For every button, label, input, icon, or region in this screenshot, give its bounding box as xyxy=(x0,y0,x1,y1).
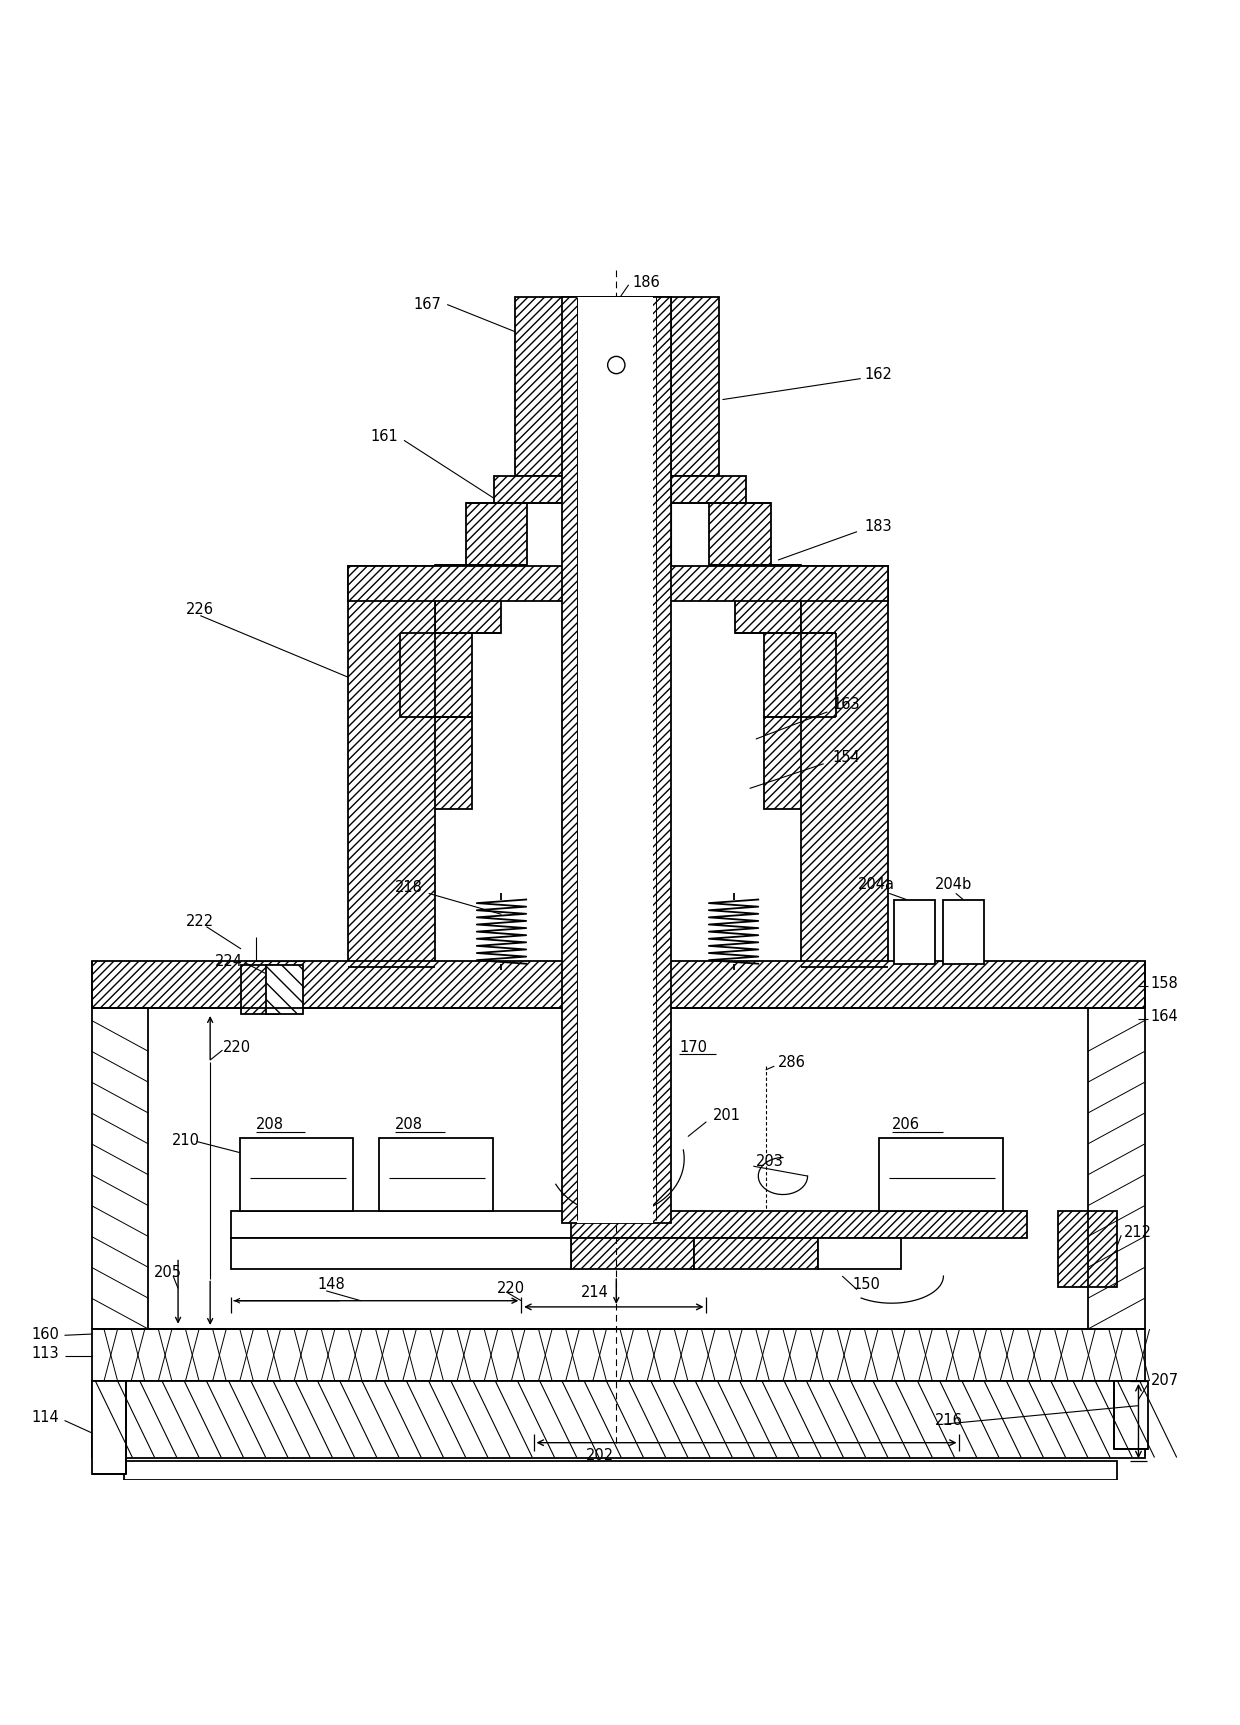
Bar xyxy=(1114,1382,1148,1449)
Text: 201: 201 xyxy=(713,1107,740,1123)
Bar xyxy=(401,633,472,718)
Text: 164: 164 xyxy=(1151,1009,1178,1025)
Bar xyxy=(239,1138,353,1211)
Bar xyxy=(817,1239,901,1268)
Bar xyxy=(466,504,527,566)
Bar xyxy=(764,718,813,809)
Bar xyxy=(423,718,472,809)
Bar xyxy=(944,899,985,964)
Text: 186: 186 xyxy=(632,274,660,290)
Bar xyxy=(92,961,1145,1007)
Text: 207: 207 xyxy=(1151,1373,1179,1389)
Bar xyxy=(764,633,836,718)
Text: 220: 220 xyxy=(222,1040,250,1056)
Text: 154: 154 xyxy=(832,750,861,766)
Text: 226: 226 xyxy=(186,602,213,618)
Text: 210: 210 xyxy=(172,1133,200,1147)
Bar xyxy=(562,476,671,504)
Bar xyxy=(735,566,801,633)
Bar xyxy=(879,1138,1003,1211)
Bar xyxy=(515,297,719,476)
Text: 205: 205 xyxy=(154,1264,181,1280)
Text: 161: 161 xyxy=(370,430,398,443)
Bar xyxy=(92,1382,126,1473)
Text: 148: 148 xyxy=(317,1276,345,1292)
Bar xyxy=(694,1239,817,1268)
Text: 204b: 204b xyxy=(935,878,972,892)
Text: 158: 158 xyxy=(1151,976,1178,990)
Text: 286: 286 xyxy=(777,1056,806,1070)
Text: 204a: 204a xyxy=(858,878,895,892)
Bar xyxy=(92,1382,1145,1458)
Text: 202: 202 xyxy=(585,1447,614,1463)
Bar xyxy=(494,476,746,504)
Text: 113: 113 xyxy=(32,1346,60,1361)
Bar xyxy=(562,297,671,1223)
Text: 206: 206 xyxy=(892,1116,920,1132)
Text: 150: 150 xyxy=(852,1276,880,1292)
Text: 170: 170 xyxy=(680,1040,707,1056)
Bar xyxy=(92,1382,1145,1454)
Text: 160: 160 xyxy=(32,1327,60,1342)
Text: 114: 114 xyxy=(32,1411,60,1425)
Bar xyxy=(801,566,888,968)
Bar xyxy=(570,1239,694,1268)
Bar xyxy=(265,964,303,1014)
Text: 183: 183 xyxy=(864,519,892,535)
Text: 167: 167 xyxy=(413,297,441,312)
Bar xyxy=(435,566,501,633)
Text: 222: 222 xyxy=(186,914,213,930)
Text: 220: 220 xyxy=(496,1282,525,1295)
Bar xyxy=(348,566,435,968)
Text: 162: 162 xyxy=(864,367,893,383)
Bar xyxy=(709,504,770,566)
Bar xyxy=(570,1211,1028,1239)
Bar xyxy=(894,899,935,964)
Bar xyxy=(231,1211,651,1239)
Text: 163: 163 xyxy=(832,697,861,712)
Bar xyxy=(379,1138,492,1211)
Bar xyxy=(1058,1211,1117,1287)
Text: 212: 212 xyxy=(1123,1225,1152,1240)
Bar xyxy=(577,297,653,1223)
Text: 208: 208 xyxy=(255,1116,284,1132)
Text: 214: 214 xyxy=(580,1285,609,1299)
Bar xyxy=(562,297,671,476)
Text: 208: 208 xyxy=(396,1116,423,1132)
Text: 224: 224 xyxy=(215,954,243,969)
Text: 203: 203 xyxy=(756,1154,784,1170)
Bar xyxy=(124,1461,1117,1480)
Bar xyxy=(348,566,888,600)
Bar xyxy=(241,964,278,1014)
Bar xyxy=(231,1239,570,1268)
Text: 216: 216 xyxy=(935,1413,962,1428)
Text: 218: 218 xyxy=(394,880,423,895)
Bar xyxy=(92,1330,1145,1382)
Bar xyxy=(562,476,671,581)
